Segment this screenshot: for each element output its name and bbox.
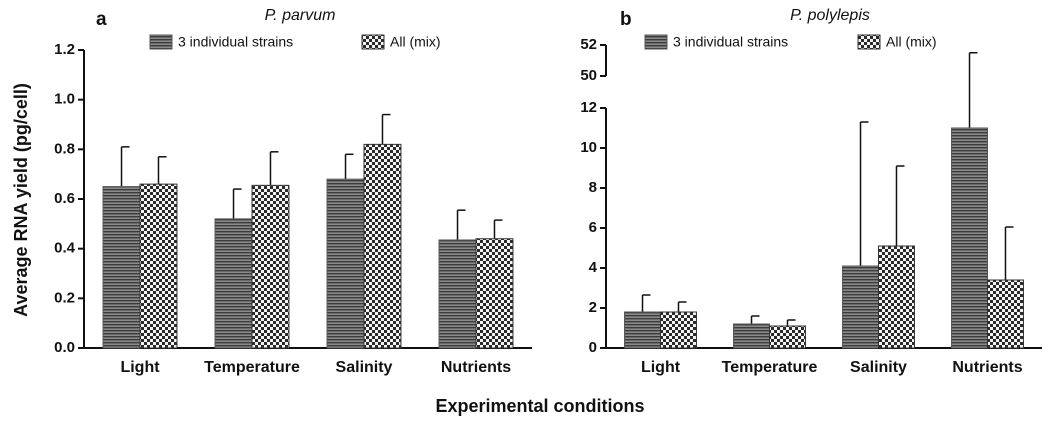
bar [660,311,697,349]
legend-swatch [857,34,881,50]
x-tick-label: Temperature [204,359,300,376]
panel-label: b [620,9,632,30]
y-tick-label: 2 [589,299,597,316]
panel-label: a [96,9,107,30]
y-tick-label: 4 [589,259,598,276]
y-tick-label: 12 [580,99,597,116]
bar [475,238,514,349]
bar [769,325,806,349]
y-tick-label: 0.2 [54,289,75,306]
bar [878,245,915,349]
x-tick-label: Light [641,359,681,376]
y-tick-label: 0 [589,339,597,356]
y-tick-label: 6 [589,219,597,236]
x-tick-label: Nutrients [952,359,1022,376]
bar [733,323,771,349]
chart-title: P. parvum [265,7,336,24]
legend-swatch [149,34,173,50]
legend-label: 3 individual strains [673,34,788,50]
chart-title: P. polylepis [790,7,870,24]
y-tick-label: 52 [580,36,597,53]
x-tick-label: Salinity [336,359,393,376]
bar [326,178,365,349]
y-tick-label: 0.6 [54,190,75,207]
bar [214,218,253,349]
y-tick-label: 50 [580,67,597,84]
y-tick-label: 0.8 [54,140,75,157]
legend-swatch [644,34,668,50]
bar [624,311,662,349]
legend-label: 3 individual strains [178,34,293,50]
y-tick-label: 1.0 [54,91,75,108]
bar [438,239,477,349]
y-tick-label: 10 [580,139,597,156]
bar [139,183,178,349]
legend-label: All (mix) [390,34,441,50]
y-tick-label: 0.0 [54,339,75,356]
bar [251,184,290,349]
bar [102,186,141,349]
y-tick-label: 0.4 [54,240,76,257]
y-axis-label: Average RNA yield (pg/cell) [11,83,31,317]
x-tick-label: Nutrients [441,359,511,376]
bar [842,265,880,349]
legend-label: All (mix) [886,34,937,50]
bar [363,143,402,349]
legend-swatch [361,34,385,50]
x-tick-label: Light [120,359,160,376]
x-tick-label: Temperature [722,359,818,376]
x-axis-label: Experimental conditions [435,396,644,416]
bar [951,127,989,349]
bar [987,279,1024,349]
y-tick-label: 8 [589,179,597,196]
y-tick-label: 1.2 [54,41,75,58]
x-tick-label: Salinity [850,359,907,376]
